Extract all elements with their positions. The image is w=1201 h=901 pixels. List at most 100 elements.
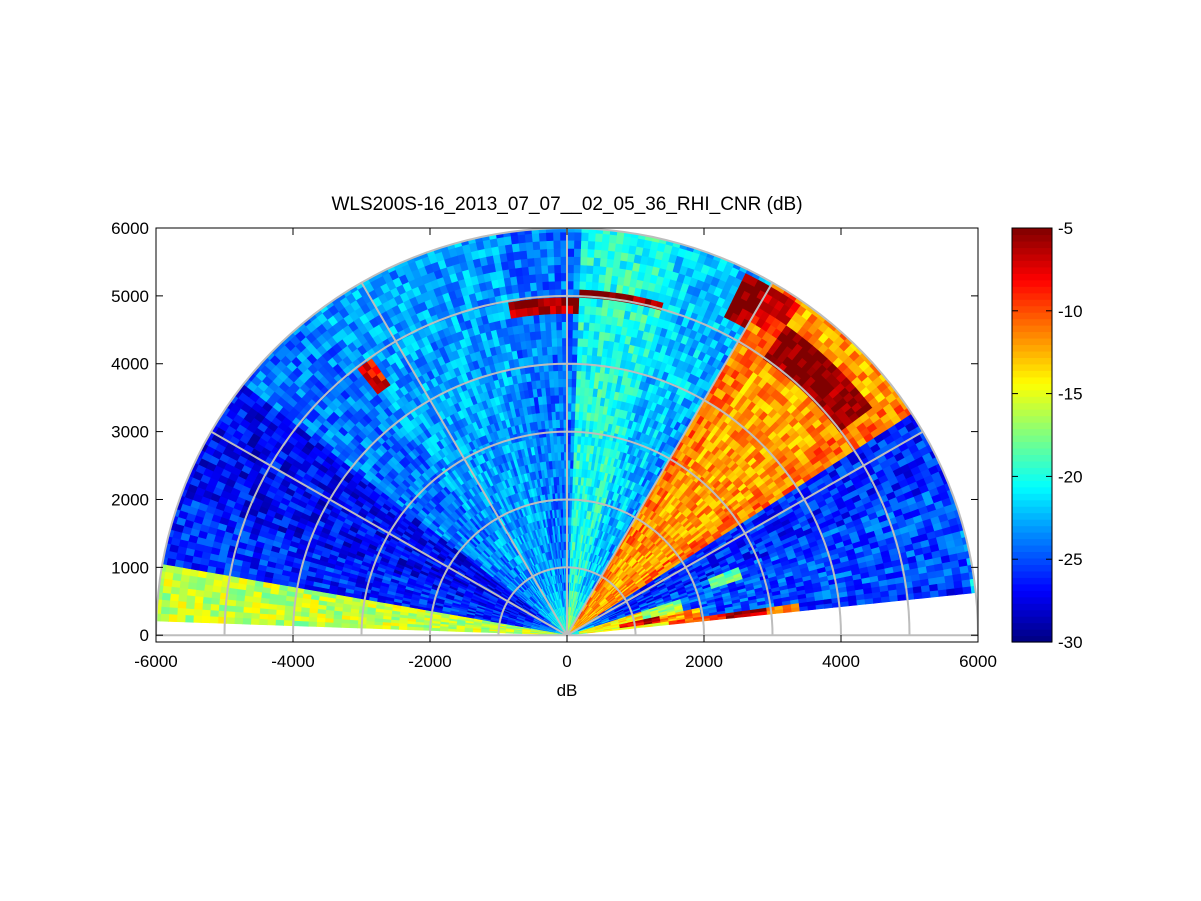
cnr-cell [572, 321, 579, 331]
cnr-cell [584, 370, 591, 380]
cnr-cell [606, 250, 615, 260]
cnr-cell [553, 378, 559, 388]
cnr-cell [571, 370, 577, 380]
cnr-cell [584, 281, 593, 291]
cnr-cell [538, 232, 547, 242]
cnr-cell [585, 272, 593, 283]
cnr-cell [579, 256, 588, 266]
cnr-cell [572, 280, 580, 290]
cnr-cell [538, 240, 547, 250]
cnr-cell [570, 419, 575, 429]
cnr-cell [605, 258, 614, 268]
cnr-cell [540, 264, 549, 275]
cnr-cell [573, 256, 581, 266]
cnr-cell [525, 249, 535, 259]
cnr-cell [545, 329, 552, 340]
cnr-cell [573, 264, 581, 274]
cnr-cell [594, 306, 603, 316]
cnr-cell [579, 264, 587, 274]
cnr-cell [577, 329, 584, 339]
cnr-cell [555, 321, 562, 331]
cnr-cell [541, 272, 549, 283]
cnr-cell [578, 411, 584, 421]
cnr-cell [553, 264, 561, 274]
cnr-cell [558, 394, 564, 404]
cnr-cell [573, 248, 581, 258]
cnr-cell [592, 257, 601, 267]
cnr-cell [582, 329, 589, 340]
cnr-cell [594, 232, 603, 243]
cnr-cell [553, 256, 561, 266]
cnr-cell [536, 297, 545, 307]
cnr-cell [571, 378, 577, 388]
cnr-cell [575, 370, 582, 380]
cnr-cell [574, 394, 581, 404]
cnr-cell [552, 370, 559, 380]
cnr-cell [531, 232, 540, 243]
cnr-cell [554, 296, 562, 306]
cnr-cell [570, 435, 575, 445]
cnr-cell [569, 459, 574, 469]
cnr-cell [622, 235, 632, 246]
cnr-cell [597, 273, 606, 284]
cnr-cell [580, 231, 589, 242]
cnr-cell [592, 265, 600, 275]
cnr-cell [535, 281, 543, 291]
cnr-cell [524, 241, 534, 251]
cnr-cell [575, 378, 581, 388]
plot-area: -6000 -4000 -2000 0 2000 4000 6000 01000200030… [111, 219, 997, 671]
cnr-cell [569, 443, 575, 453]
cnr-cell [583, 313, 590, 323]
cnr-cell [527, 265, 536, 276]
cnr-cell [589, 305, 597, 316]
cnr-cell [538, 313, 546, 324]
cnr-cell [593, 240, 603, 251]
cnr-cell [569, 451, 574, 461]
cnr-cell [531, 240, 541, 251]
cnr-cell [571, 337, 578, 347]
cnr-cell [546, 248, 555, 258]
cnr-cell [569, 476, 573, 485]
cnr-cell [595, 298, 604, 308]
cnr-heatmap [156, 228, 977, 636]
cnr-cell [548, 370, 554, 380]
cnr-cell [566, 248, 575, 257]
cnr-cell [588, 322, 595, 332]
cnr-cell [578, 394, 585, 405]
cnr-cell [553, 394, 560, 404]
cnr-cell [552, 231, 561, 241]
cnr-cell [586, 256, 595, 266]
cnr-cell [570, 386, 577, 396]
cnr-cell [556, 353, 563, 363]
cnr-cell [591, 281, 599, 291]
cnr-cell [545, 240, 554, 250]
cnr-cell [962, 585, 973, 595]
cnr-cell [539, 248, 548, 258]
cnr-cell [585, 354, 593, 364]
cnr-cell [559, 256, 568, 266]
cnr-cell [581, 338, 589, 348]
cnr-cell [559, 248, 568, 257]
cnr-cell [581, 354, 588, 364]
cnr-cell [537, 305, 545, 316]
cnr-cell [574, 411, 580, 421]
cnr-cell [550, 337, 558, 347]
cnr-cell [587, 338, 594, 348]
cnr-cell [576, 345, 583, 355]
cnr-cell [545, 338, 553, 348]
cnr-cell [556, 345, 563, 355]
cnr-cell [583, 305, 591, 315]
cnr-cell [557, 386, 564, 396]
cnr-cell [580, 240, 589, 250]
cnr-cell [599, 257, 608, 268]
cnr-cell [587, 330, 595, 340]
cnr-cell [547, 280, 556, 290]
cnr-cell [554, 280, 562, 290]
cnr-cell [592, 338, 599, 349]
cnr-cell [550, 321, 557, 331]
cnr-cell [570, 410, 576, 420]
cnr-cell [547, 264, 555, 274]
cnr-cell [555, 305, 562, 315]
cnr-cell [555, 313, 562, 323]
cnr-cell [580, 370, 586, 380]
